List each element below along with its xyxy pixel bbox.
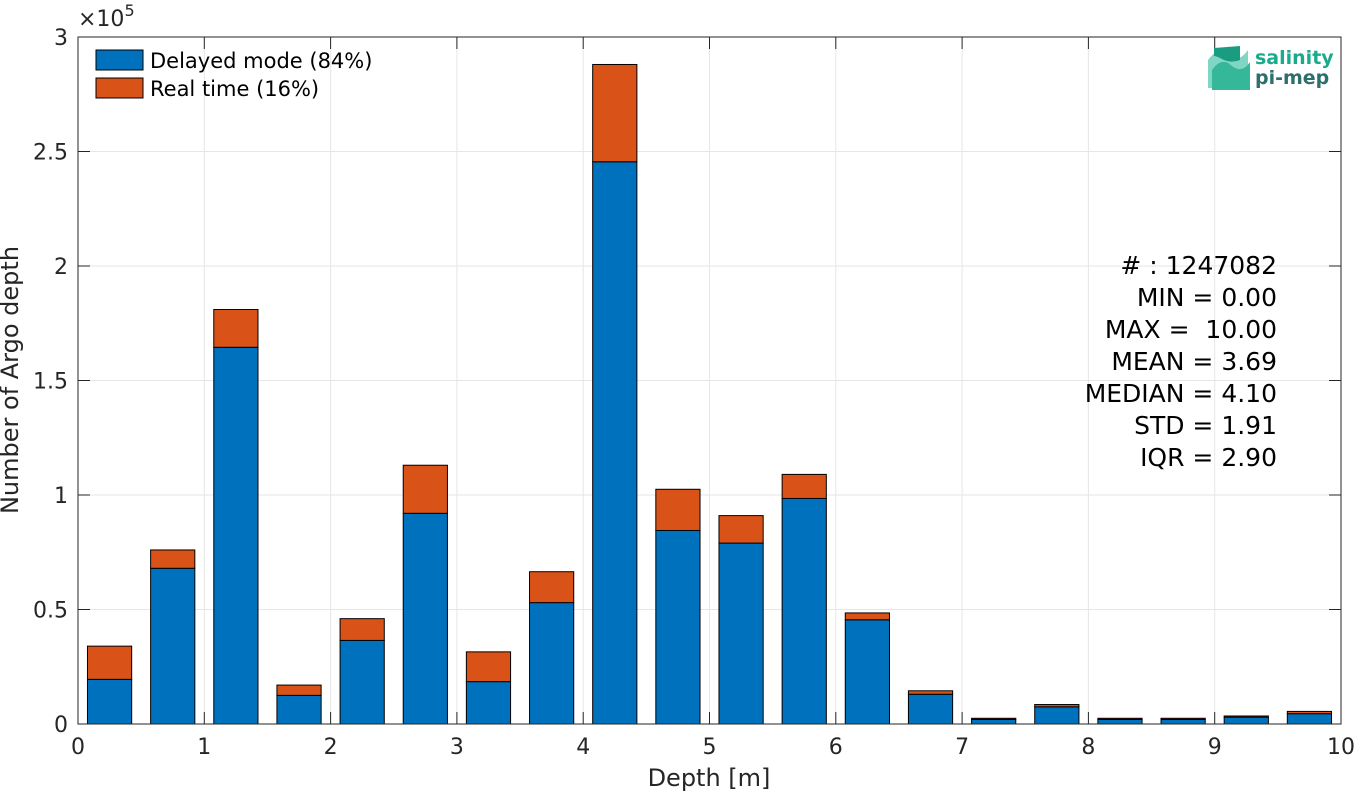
legend: Delayed mode (84%) Real time (16%) <box>95 49 372 101</box>
bar-delayed-mode <box>655 529 701 725</box>
salinity-pi-mep-logo: salinity pi-mep <box>1208 46 1334 90</box>
bar-real-time <box>1223 715 1269 718</box>
legend-swatch-realtime <box>95 77 144 99</box>
stats-line: # : 1247082 <box>1120 251 1277 280</box>
bar-delayed-mode <box>1160 718 1206 725</box>
bar-real-time <box>465 651 512 683</box>
bar-real-time <box>1097 717 1143 720</box>
bar-real-time <box>781 473 827 499</box>
x-tick-label: 6 <box>829 735 843 760</box>
bar-real-time <box>276 684 322 696</box>
x-tick-label: 1 <box>197 735 211 760</box>
bar-delayed-mode <box>402 512 448 725</box>
bar-delayed-mode <box>86 678 133 725</box>
x-tick-label: 7 <box>955 735 969 760</box>
y-tick-label: 2 <box>54 255 68 280</box>
x-tick-label: 2 <box>324 735 338 760</box>
bar-delayed-mode <box>150 567 196 725</box>
bar-real-time <box>150 549 196 569</box>
bar-delayed-mode <box>465 681 512 725</box>
bar-delayed-mode <box>971 718 1017 725</box>
y-axis-label: Number of Argo depth <box>0 246 24 514</box>
statistics-annotation: # : 1247082 MIN = 0.00 MAX = 10.00 MEAN = 3… <box>1085 251 1277 472</box>
x-tick-label: 10 <box>1327 735 1355 760</box>
x-tick-label: 5 <box>703 735 717 760</box>
bar-real-time <box>86 645 133 680</box>
bar-delayed-mode <box>907 693 954 725</box>
bar-delayed-mode <box>718 542 764 725</box>
y-tick-label: 2.5 <box>33 141 68 166</box>
bar-delayed-mode <box>781 497 827 725</box>
legend-label-delayed: Delayed mode (84%) <box>150 49 372 73</box>
bar-real-time <box>655 488 701 531</box>
bar-delayed-mode <box>529 602 575 725</box>
x-tick-label: 0 <box>71 735 85 760</box>
bar-real-time <box>592 63 638 163</box>
bar-real-time <box>718 515 764 544</box>
bars <box>86 63 1333 725</box>
bar-real-time <box>1034 704 1080 708</box>
bar-real-time <box>1286 710 1333 715</box>
stats-line: MAX = 10.00 <box>1105 315 1277 344</box>
bar-delayed-mode <box>1034 706 1080 725</box>
stats-line: MIN = 0.00 <box>1137 283 1277 312</box>
bar-delayed-mode <box>339 639 385 725</box>
y-tick-label: 0 <box>54 713 68 738</box>
bar-delayed-mode <box>844 619 890 725</box>
x-tick-label: 8 <box>1081 735 1095 760</box>
bar-real-time <box>907 690 954 695</box>
bar-real-time <box>971 717 1017 720</box>
bar-real-time <box>844 612 890 621</box>
bar-real-time <box>213 309 259 348</box>
bar-delayed-mode <box>1223 716 1269 725</box>
legend-swatch-delayed <box>95 49 144 71</box>
y-tick-label: 3 <box>54 26 68 51</box>
stats-line: MEAN = 3.69 <box>1111 347 1277 376</box>
bar-delayed-mode <box>1286 713 1333 725</box>
bar-real-time <box>529 571 575 604</box>
bar-delayed-mode <box>276 694 322 725</box>
y-tick-label: 1.5 <box>33 370 68 395</box>
legend-label-realtime: Real time (16%) <box>150 77 319 101</box>
bar-delayed-mode <box>213 346 259 725</box>
logo-line2: pi-mep <box>1255 67 1329 89</box>
x-axis-label: Depth [m] <box>648 764 771 792</box>
bar-real-time <box>339 618 385 641</box>
stats-line: MEDIAN = 4.10 <box>1085 379 1277 408</box>
wave-logo-icon <box>1208 46 1250 90</box>
x-tick-label: 3 <box>450 735 464 760</box>
x-tick-label: 4 <box>576 735 590 760</box>
stats-line: IQR = 2.90 <box>1140 443 1277 472</box>
bar-delayed-mode <box>1097 718 1143 725</box>
stats-line: STD = 1.91 <box>1134 411 1277 440</box>
x-tick-label: 9 <box>1208 735 1222 760</box>
axis-ticks: 0 1 2 3 4 5 6 7 8 9 10 0 0.5 1 1.5 2 2.5 3 <box>33 26 1355 760</box>
y-exponent-label: ×105 <box>78 1 135 32</box>
y-tick-label: 0.5 <box>33 599 68 624</box>
bar-real-time <box>1160 717 1206 720</box>
bar-real-time <box>402 464 448 514</box>
y-tick-label: 1 <box>54 484 68 509</box>
bar-delayed-mode <box>592 161 638 725</box>
logo-line1: salinity <box>1255 47 1334 69</box>
